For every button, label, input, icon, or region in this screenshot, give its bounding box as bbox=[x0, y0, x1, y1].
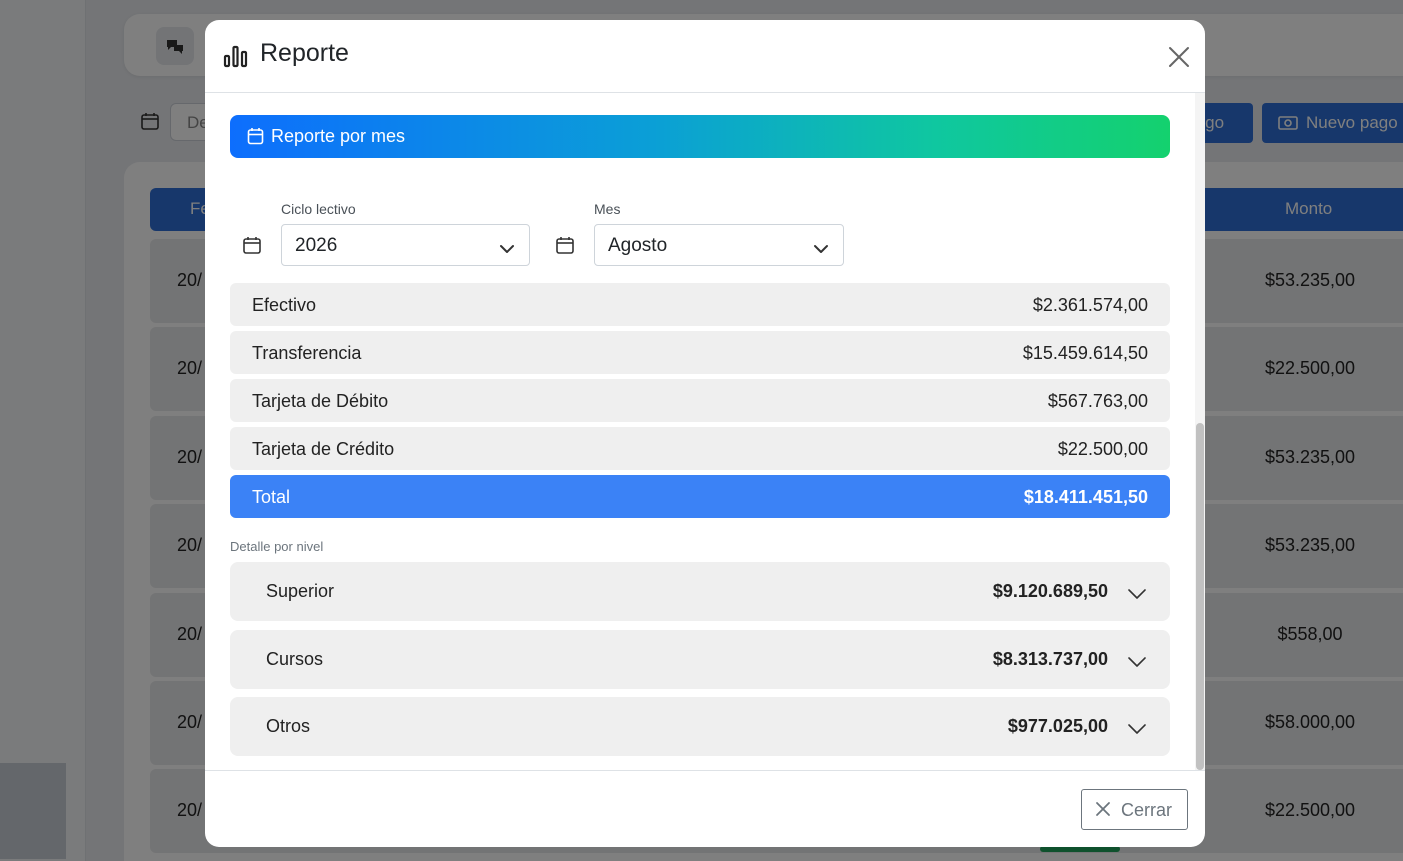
payment-label: Tarjeta de Crédito bbox=[252, 439, 395, 459]
level-row-otros[interactable]: Otros $977.025,00 bbox=[230, 697, 1170, 756]
close-icon[interactable] bbox=[1167, 45, 1191, 69]
calendar-icon bbox=[242, 235, 262, 260]
calendar-icon bbox=[247, 127, 264, 150]
payment-label: Tarjeta de Débito bbox=[252, 391, 389, 411]
chevron-down-icon bbox=[1128, 584, 1146, 605]
payment-row-credito: Tarjeta de Crédito $22.500,00 bbox=[230, 427, 1170, 470]
banner-label: Reporte por mes bbox=[271, 126, 406, 146]
level-label: Superior bbox=[266, 581, 335, 601]
level-amount: $8.313.737,00 bbox=[992, 649, 1108, 669]
modal-header: Reporte bbox=[205, 20, 1205, 93]
level-row-cursos[interactable]: Cursos $8.313.737,00 bbox=[230, 630, 1170, 689]
close-button-label: Cerrar bbox=[1121, 800, 1173, 820]
payment-amount: $15.459.614,50 bbox=[1022, 343, 1148, 363]
level-label: Otros bbox=[266, 716, 311, 736]
chevron-down-icon bbox=[499, 239, 515, 261]
total-row: Total $18.411.451,50 bbox=[230, 475, 1170, 518]
level-amount: $977.025,00 bbox=[1007, 716, 1108, 736]
payment-label: Efectivo bbox=[252, 295, 317, 315]
level-row-superior[interactable]: Superior $9.120.689,50 bbox=[230, 562, 1170, 621]
payment-row-transferencia: Transferencia $15.459.614,50 bbox=[230, 331, 1170, 374]
payment-label: Transferencia bbox=[252, 343, 362, 363]
levels-section-label: Detalle por nivel bbox=[230, 539, 324, 554]
payment-amount: $2.361.574,00 bbox=[1032, 295, 1148, 315]
modal-footer: Cerrar bbox=[205, 770, 1205, 847]
calendar-icon bbox=[555, 235, 575, 260]
payment-amount: $567.763,00 bbox=[1047, 391, 1148, 411]
monthly-report-banner: Reporte por mes bbox=[230, 115, 1170, 158]
month-select[interactable]: Agosto bbox=[594, 224, 844, 266]
cycle-select[interactable]: 2026 bbox=[281, 224, 530, 266]
chevron-down-icon bbox=[1128, 652, 1146, 673]
cycle-value: 2026 bbox=[295, 235, 338, 256]
close-button[interactable]: Cerrar bbox=[1081, 789, 1188, 830]
payment-row-debito: Tarjeta de Débito $567.763,00 bbox=[230, 379, 1170, 422]
close-icon bbox=[1095, 801, 1111, 822]
month-label: Mes bbox=[594, 201, 621, 217]
level-amount: $9.120.689,50 bbox=[992, 581, 1108, 601]
report-modal: Reporte Reporte por mes Ciclo lectivo 20… bbox=[205, 20, 1205, 847]
total-label: Total bbox=[252, 487, 291, 507]
payment-row-efectivo: Efectivo $2.361.574,00 bbox=[230, 283, 1170, 326]
cycle-label: Ciclo lectivo bbox=[281, 201, 356, 217]
level-label: Cursos bbox=[266, 649, 324, 669]
bar-chart-icon bbox=[223, 44, 249, 73]
payment-amount: $22.500,00 bbox=[1057, 439, 1148, 459]
chevron-down-icon bbox=[813, 239, 829, 261]
modal-body[interactable]: Reporte por mes Ciclo lectivo 2026 Mes A… bbox=[205, 93, 1205, 770]
scrollbar-thumb[interactable] bbox=[1196, 423, 1204, 770]
total-amount: $18.411.451,50 bbox=[1023, 487, 1148, 507]
modal-title: Reporte bbox=[260, 39, 349, 67]
chevron-down-icon bbox=[1128, 719, 1146, 740]
month-value: Agosto bbox=[608, 235, 668, 256]
